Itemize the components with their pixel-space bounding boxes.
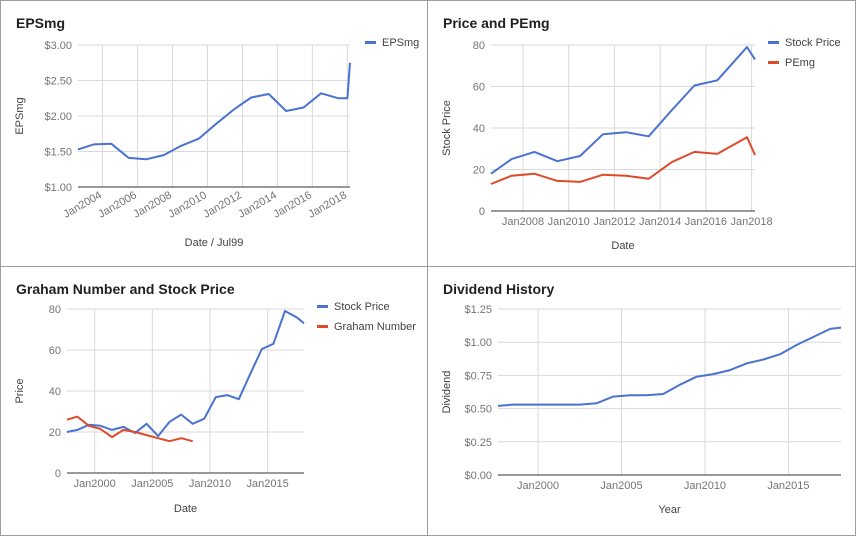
y-tick-label: 60 — [473, 82, 485, 94]
y-tick-label: $3.00 — [44, 40, 72, 52]
x-axis-label: Date — [611, 240, 634, 252]
x-tick-label: Jan2010 — [548, 216, 590, 228]
stock-price-legend-label: Stock Price — [334, 301, 390, 313]
dividend-chart-panel: Dividend History $0.00 $0.25 $0.50 $0.75 $1.0… — [427, 266, 856, 536]
y-tick-label: $1.25 — [464, 304, 492, 316]
y-tick-label: $1.00 — [44, 182, 72, 194]
y-axis-label: Price — [14, 378, 26, 403]
y-tick-label: $1.50 — [44, 147, 72, 159]
eps-chart-title: EPSmg — [16, 15, 65, 31]
x-tick-label: Jan2010 — [166, 189, 209, 221]
y-tick-label: 0 — [55, 468, 61, 480]
epsmg-legend-label: EPSmg — [382, 37, 419, 49]
dividend-chart-svg: Dividend History $0.00 $0.25 $0.50 $0.75 $1.0… — [441, 281, 842, 516]
y-tick-label: 20 — [473, 165, 485, 177]
y-tick-label: 40 — [473, 123, 485, 135]
y-tick-label: 20 — [49, 427, 61, 439]
y-tick-label: 80 — [473, 40, 485, 52]
pemg-legend-swatch — [768, 61, 779, 64]
x-tick-label: Jan2000 — [517, 480, 559, 492]
y-tick-label: $2.00 — [44, 111, 72, 123]
graham-chart-panel: Graham Number and Stock Price 0 20 40 60 80 Ja… — [0, 266, 429, 536]
y-tick-label: $0.75 — [464, 370, 492, 382]
x-tick-label: Jan2008 — [502, 216, 544, 228]
x-tick-label: Jan2015 — [767, 480, 809, 492]
x-tick-label: Jan2015 — [247, 478, 289, 490]
stock-price-legend-swatch — [317, 305, 328, 308]
y-axis-label: Stock Price — [441, 100, 453, 156]
y-tick-label: $0.50 — [464, 404, 492, 416]
x-tick-label: Jan2005 — [131, 478, 173, 490]
stock-price-series-line — [490, 46, 756, 175]
x-tick-label: Jan2000 — [74, 478, 116, 490]
x-axis-label: Date — [174, 503, 197, 515]
graham-number-legend-swatch — [317, 325, 328, 328]
x-axis-label: Year — [658, 504, 681, 516]
x-tick-label: Jan2018 — [306, 189, 349, 221]
stock-price-legend-label: Stock Price — [785, 37, 841, 49]
x-tick-label: Jan2014 — [639, 216, 681, 228]
x-tick-label: Jan2012 — [201, 189, 244, 221]
graham-chart-svg: Graham Number and Stock Price 0 20 40 60 80 Ja… — [14, 281, 416, 515]
y-tick-label: $0.00 — [464, 470, 492, 482]
x-tick-label: Jan2016 — [271, 189, 314, 221]
stock-price-series-line — [66, 310, 305, 438]
x-tick-label: Jan2010 — [189, 478, 231, 490]
stock-price-legend-swatch — [768, 41, 779, 44]
price-pe-chart-panel: Price and PEmg 0 20 40 60 80 Jan2008 Jan2010 Jan… — [427, 0, 856, 268]
y-axis-label: EPSmg — [14, 97, 26, 134]
y-tick-label: 40 — [49, 386, 61, 398]
price-pe-chart-title: Price and PEmg — [443, 15, 550, 31]
y-tick-label: $2.50 — [44, 76, 72, 88]
x-tick-label: Jan2006 — [96, 189, 139, 221]
y-tick-label: $1.00 — [464, 337, 492, 349]
graham-chart-title: Graham Number and Stock Price — [16, 281, 235, 297]
epsmg-series-line — [77, 62, 351, 161]
graham-number-legend-label: Graham Number — [334, 321, 416, 333]
dividend-series-line — [497, 326, 842, 407]
x-tick-label: Jan2005 — [600, 480, 642, 492]
dividend-chart-title: Dividend History — [443, 281, 554, 297]
y-tick-label: 60 — [49, 345, 61, 357]
eps-chart-panel: EPSmg $1.00 $1.50 $2.00 $2.50 $3.00 Jan2004 Jan… — [0, 0, 429, 268]
graham-number-series-line — [66, 415, 193, 443]
pemg-legend-label: PEmg — [785, 57, 815, 69]
x-tick-label: Jan2016 — [685, 216, 727, 228]
y-tick-label: $0.25 — [464, 437, 492, 449]
x-tick-label: Jan2018 — [730, 216, 772, 228]
x-tick-label: Jan2010 — [684, 480, 726, 492]
y-axis-label: Dividend — [441, 371, 453, 414]
y-tick-label: 80 — [49, 304, 61, 316]
y-tick-label: 0 — [479, 206, 485, 218]
epsmg-legend-swatch — [365, 41, 376, 44]
pemg-series-line — [490, 136, 756, 185]
eps-chart-svg: EPSmg$1.00$1.50$2.00$2.50$3.00Jan2004Jan… — [14, 15, 419, 249]
x-axis-label: Date / Jul99 — [185, 237, 244, 249]
x-tick-label: Jan2012 — [593, 216, 635, 228]
x-tick-label: Jan2014 — [236, 189, 279, 221]
x-tick-label: Jan2008 — [131, 189, 174, 221]
